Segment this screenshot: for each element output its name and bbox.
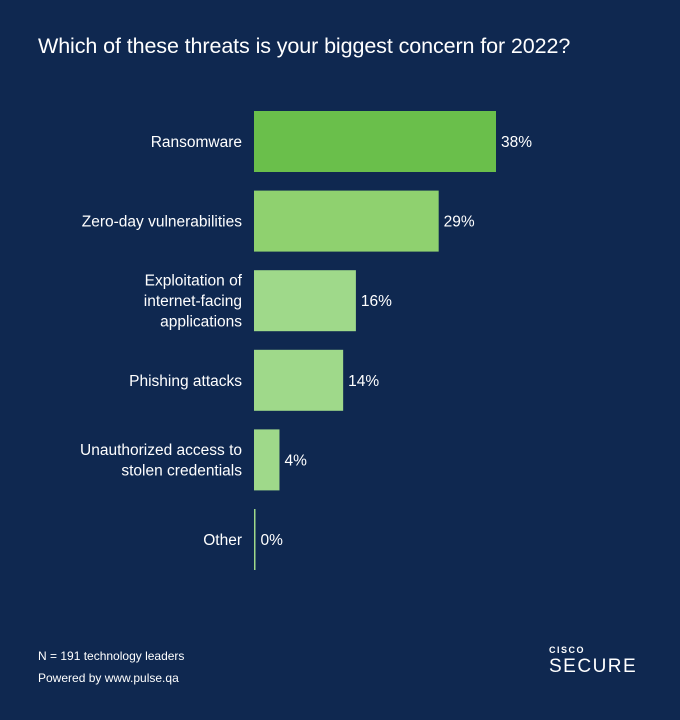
bar — [254, 349, 344, 411]
category-label: Zero-day vulnerabilities — [82, 214, 242, 231]
value-label: 38% — [501, 134, 532, 151]
category-label: Ransomware — [151, 134, 242, 151]
value-label: 4% — [284, 452, 307, 469]
bar — [254, 429, 280, 491]
category-label: Exploitation of internet-facing applicatio… — [144, 273, 243, 331]
value-label: 0% — [261, 532, 284, 549]
category-label: Unauthorized access to stolen credentials — [80, 442, 242, 480]
sample-size-note: N = 191 technology leaders — [38, 649, 185, 663]
value-label: 16% — [361, 293, 392, 310]
value-label: 14% — [348, 373, 379, 390]
logo-brand: CISCO — [549, 645, 586, 655]
category-label: Other — [203, 532, 242, 549]
value-label: 29% — [444, 214, 475, 231]
chart-title: Which of these threats is your biggest c… — [38, 34, 571, 58]
powered-by-note: Powered by www.pulse.qa — [38, 671, 179, 685]
category-label: Phishing attacks — [129, 373, 242, 390]
bar — [254, 270, 356, 332]
bar — [254, 111, 496, 172]
bar — [254, 190, 439, 252]
logo-product: SECURE — [549, 656, 638, 677]
bar — [254, 509, 256, 570]
cisco-secure-logo: CISCO SECURE — [549, 645, 637, 679]
